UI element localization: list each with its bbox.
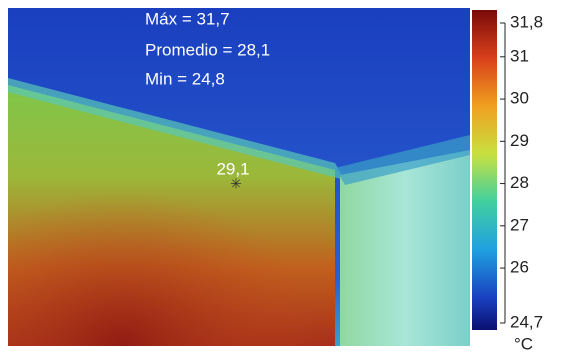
tick-label: 24,7 (510, 312, 543, 331)
readout: Promedio = 28,1 (145, 40, 270, 59)
unit-label: °C (514, 334, 533, 353)
tick-label: 29 (510, 131, 529, 150)
tick-label: 30 (510, 89, 529, 108)
colorbar (472, 10, 497, 330)
tick-label: 31,8 (510, 12, 543, 31)
tick-label: 31 (510, 46, 529, 65)
readout: Máx = 31,7 (145, 9, 230, 28)
thermal-view: Máx = 31,7 Promedio = 28,1 Min = 24,8 29… (0, 0, 572, 357)
spot-marker: ✳ (230, 176, 242, 192)
tick-label: 26 (510, 258, 529, 277)
readout: Min = 24,8 (145, 69, 225, 88)
page: Máx = 31,7 Promedio = 28,1 Min = 24,8 29… (0, 0, 572, 357)
tick-label: 28 (510, 173, 529, 192)
tick-label: 27 (510, 215, 529, 234)
